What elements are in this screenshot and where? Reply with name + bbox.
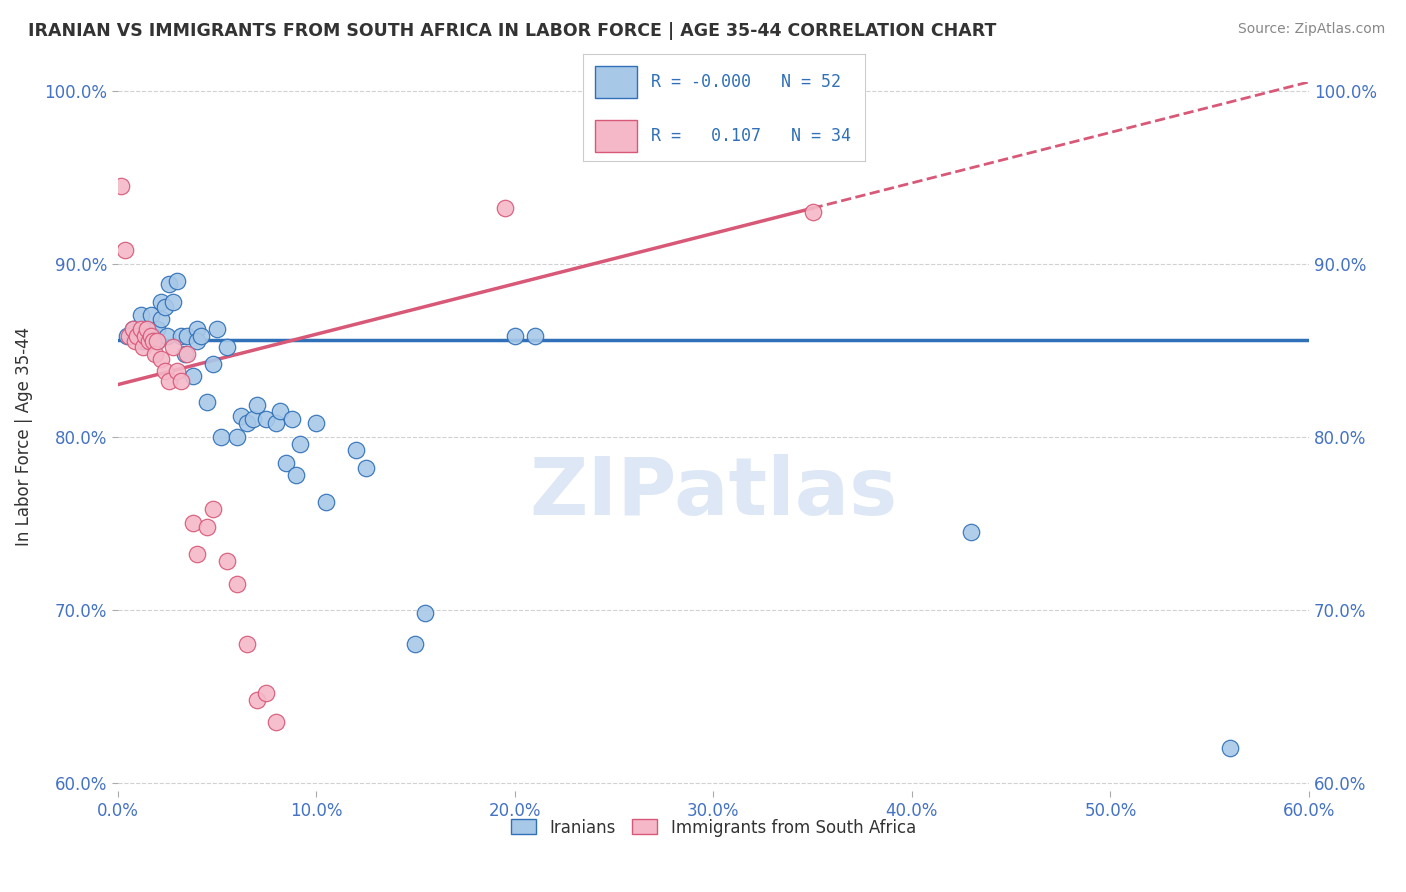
Point [186,334,208,349]
Point [150,312,173,326]
Point [110,178,132,193]
Point [127,329,149,343]
Point [354,460,377,475]
Point [166,364,188,378]
Point [201,502,224,516]
Point [176,329,198,343]
Point [256,412,278,426]
Point [170,374,193,388]
Point [114,243,136,257]
Point [266,714,288,729]
Point [122,322,145,336]
Point [132,340,155,354]
Point [176,346,198,360]
Point [146,334,169,349]
Point [235,637,257,651]
Point [138,329,160,343]
Point [195,395,218,409]
Point [235,416,257,430]
Point [181,516,204,530]
Point [131,322,153,336]
Point [201,357,224,371]
Point [142,329,165,343]
Text: IRANIAN VS IMMIGRANTS FROM SOUTH AFRICA IN LABOR FORCE | AGE 35-44 CORRELATION C: IRANIAN VS IMMIGRANTS FROM SOUTH AFRICA … [28,22,997,40]
Point [315,495,337,509]
Point [285,467,308,482]
Point [142,334,165,349]
Point [186,547,208,561]
Point [181,369,204,384]
Point [157,374,180,388]
Point [290,436,312,450]
Point [801,204,824,219]
Point [146,322,169,336]
Point [245,399,267,413]
Point [195,519,218,533]
Point [404,637,426,651]
Point [122,322,145,336]
Point [143,346,166,360]
Point [503,329,526,343]
Point [242,412,264,426]
Point [215,340,238,354]
Point [136,322,159,336]
Y-axis label: In Labor Force | Age 35-44: In Labor Force | Age 35-44 [15,327,32,546]
Point [229,409,252,423]
Point [138,334,160,349]
Point [1219,741,1241,756]
Point [131,309,153,323]
Point [305,416,328,430]
Point [153,300,176,314]
Text: Source: ZipAtlas.com: Source: ZipAtlas.com [1237,22,1385,37]
Point [146,334,169,349]
Point [494,201,516,215]
Point [150,351,173,366]
Point [190,329,212,343]
Point [281,412,304,426]
Text: ZIPatlas: ZIPatlas [529,454,897,533]
Point [141,309,163,323]
Point [118,329,141,343]
Point [415,606,437,620]
Point [269,403,291,417]
Point [132,334,155,349]
Point [174,346,197,360]
Point [157,277,180,292]
Point [225,576,247,591]
Text: R = -0.000   N = 52: R = -0.000 N = 52 [651,73,841,91]
FancyBboxPatch shape [595,120,637,152]
Point [136,322,159,336]
Point [205,322,228,336]
Point [153,364,176,378]
Point [127,329,149,343]
Point [960,524,983,539]
Legend: Iranians, Immigrants from South Africa: Iranians, Immigrants from South Africa [505,812,922,843]
Point [256,686,278,700]
Point [156,329,179,343]
Point [134,329,156,343]
Point [124,334,146,349]
Point [215,554,238,568]
Point [162,294,184,309]
Point [186,322,208,336]
Point [245,692,267,706]
Point [276,456,298,470]
Point [117,329,139,343]
Text: R =   0.107   N = 34: R = 0.107 N = 34 [651,127,851,145]
Point [150,294,173,309]
Point [170,329,193,343]
Point [166,274,188,288]
Point [141,329,163,343]
Point [225,429,247,443]
Point [344,443,367,458]
Point [266,416,288,430]
Point [523,329,546,343]
Point [162,340,184,354]
FancyBboxPatch shape [595,66,637,98]
Point [209,429,232,443]
